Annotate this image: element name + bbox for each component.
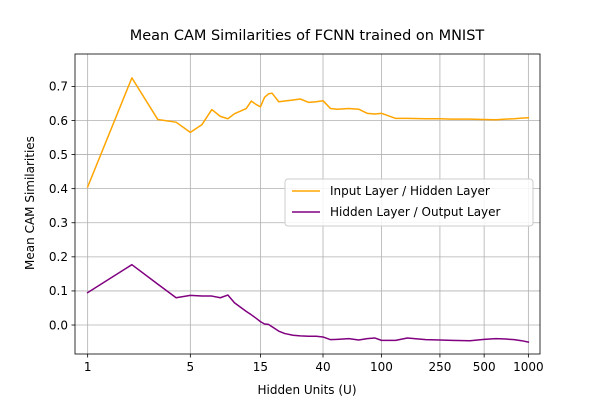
y-tick-label: 0.0 <box>49 318 68 332</box>
y-axis-title: Mean CAM Similarities <box>23 136 37 270</box>
y-tick-label: 0.6 <box>49 114 68 128</box>
chart-title: Mean CAM Similarities of FCNN trained on… <box>130 28 485 44</box>
x-tick-label: 100 <box>370 360 393 374</box>
y-tick-label: 0.2 <box>49 250 68 264</box>
x-tick-label: 40 <box>315 360 330 374</box>
series-line-input-hidden <box>86 77 530 188</box>
x-tick-label: 500 <box>473 360 496 374</box>
x-axis-title: Hidden Units (U) <box>257 383 356 397</box>
y-tick-label: 0.7 <box>49 80 68 94</box>
x-tick-label: 5 <box>187 360 195 374</box>
y-tick-label: 0.5 <box>49 148 68 162</box>
x-tick-label: 1000 <box>513 360 544 374</box>
legend-box <box>284 178 534 227</box>
x-tick-label: 1 <box>84 360 92 374</box>
x-tick-label: 15 <box>253 360 268 374</box>
y-tick-label: 0.3 <box>49 216 68 230</box>
legend-label-input-hidden: Input Layer / Hidden Layer <box>330 184 490 198</box>
legend: Input Layer / Hidden Layer Hidden Layer … <box>284 178 534 227</box>
plot-frame <box>74 53 541 355</box>
legend-label-hidden-output: Hidden Layer / Output Layer <box>330 205 501 219</box>
y-tick-label: 0.4 <box>49 182 68 196</box>
series-layer <box>86 77 530 343</box>
series-line-hidden-output <box>86 263 530 343</box>
x-tick-label: 250 <box>428 360 451 374</box>
tick-layer: 1 5 15 40 100 250 500 10000.00.10.20.30.40.50.6… <box>49 80 544 374</box>
y-tick-label: 0.1 <box>49 284 68 298</box>
